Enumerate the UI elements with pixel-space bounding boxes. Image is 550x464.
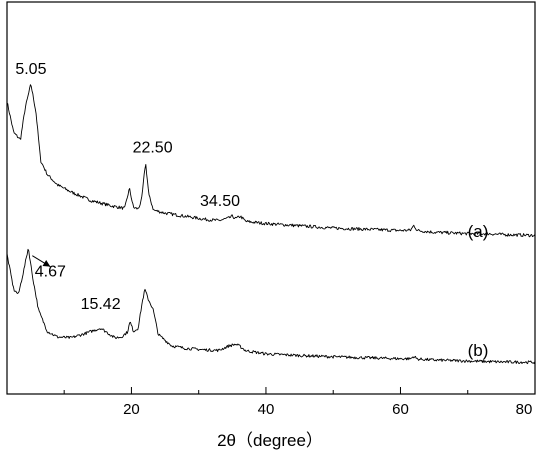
series-line-a xyxy=(6,84,536,238)
x-axis-title: 2θ（degree） xyxy=(217,431,323,450)
x-tick-label: 40 xyxy=(258,401,275,418)
x-tick-label: 80 xyxy=(516,401,533,418)
series-group xyxy=(6,84,536,365)
x-tick-label: 60 xyxy=(392,401,409,418)
series-line-b xyxy=(6,248,536,365)
annotation-arrowhead xyxy=(42,260,51,267)
peak-label: 34.50 xyxy=(200,193,240,210)
series-label-b: (b) xyxy=(468,341,489,360)
x-tick-label: 20 xyxy=(123,401,140,418)
plot-frame xyxy=(6,1,536,395)
x-axis-ticks: 20 40 60 80 xyxy=(63,387,536,418)
annotations-group: 5.05 22.50 34.50 4.67 15.42 xyxy=(15,61,240,313)
peak-label: 5.05 xyxy=(15,61,46,78)
peak-label: 15.42 xyxy=(81,296,121,313)
peak-label: 22.50 xyxy=(133,139,173,156)
series-label-a: (a) xyxy=(468,222,489,241)
peak-label: 4.67 xyxy=(35,264,66,281)
